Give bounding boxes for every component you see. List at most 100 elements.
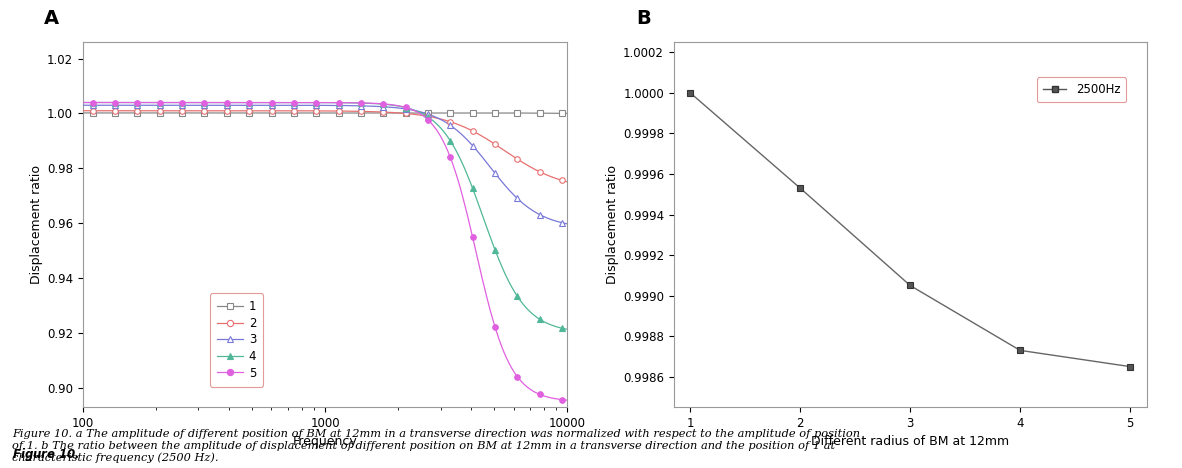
3 [466,143,480,148]
3 [85,102,99,108]
2 [310,108,324,114]
4 [353,100,368,106]
1 [398,110,413,116]
5 [242,100,256,105]
3 [443,123,457,128]
1 [331,110,345,116]
2500Hz [683,90,697,95]
4 [466,185,480,191]
3 [130,102,144,108]
1 [554,110,569,116]
X-axis label: Different radius of BM at 12mm: Different radius of BM at 12mm [811,435,1009,448]
2 [287,108,301,114]
2 [175,108,189,114]
3 [421,111,435,117]
1 [466,110,480,116]
3 [242,102,256,108]
3 [265,102,279,108]
4 [398,105,413,110]
2 [511,156,525,162]
Text: B: B [636,8,650,28]
5 [376,101,390,107]
5 [152,100,167,105]
5 [443,154,457,160]
5 [175,100,189,105]
5 [398,105,413,110]
Line: 1: 1 [90,110,565,116]
5 [331,100,345,105]
3 [197,102,212,108]
5 [265,100,279,105]
5 [466,234,480,240]
2 [376,109,390,115]
Text: $\bfit{Figure\ 10.}$: $\bfit{Figure\ 10.}$ [12,446,84,463]
4 [533,316,547,322]
1 [130,110,144,116]
Text: A: A [44,8,59,28]
4 [85,100,99,105]
1 [265,110,279,116]
5 [421,117,435,123]
2 [353,109,368,114]
2 [130,108,144,114]
2 [554,177,569,183]
2 [197,108,212,114]
1 [533,110,547,116]
4 [331,100,345,105]
3 [533,212,547,217]
2 [533,169,547,175]
4 [554,325,569,331]
4 [488,247,502,252]
5 [488,324,502,329]
Line: 2: 2 [90,108,565,183]
Line: 4: 4 [90,100,565,331]
5 [85,100,99,105]
4 [287,100,301,105]
3 [220,102,234,108]
4 [197,100,212,105]
4 [152,100,167,105]
3 [398,106,413,112]
1 [220,110,234,116]
1 [197,110,212,116]
Y-axis label: Displacement ratio: Displacement ratio [605,165,618,284]
5 [511,374,525,380]
5 [310,100,324,105]
4 [376,102,390,107]
4 [108,100,122,105]
4 [175,100,189,105]
5 [353,100,368,106]
2 [152,108,167,114]
3 [511,196,525,201]
2 [265,108,279,114]
Legend: 2500Hz: 2500Hz [1037,77,1126,102]
4 [130,100,144,105]
1 [511,110,525,116]
4 [220,100,234,105]
3 [353,103,368,109]
5 [197,100,212,105]
Y-axis label: Displacement ratio: Displacement ratio [30,165,43,284]
2 [443,119,457,124]
2 [398,110,413,116]
2500Hz [1123,364,1137,369]
2 [488,141,502,147]
3 [310,102,324,108]
1 [488,110,502,116]
1 [310,110,324,116]
1 [242,110,256,116]
Line: 3: 3 [90,102,565,226]
1 [175,110,189,116]
1 [421,110,435,116]
2 [466,128,480,134]
2500Hz [793,185,807,191]
4 [421,114,435,120]
2 [85,108,99,114]
4 [511,293,525,299]
5 [108,100,122,105]
3 [376,104,390,110]
3 [152,102,167,108]
2 [331,108,345,114]
Line: 2500Hz: 2500Hz [687,89,1134,370]
Line: 5: 5 [90,100,565,402]
